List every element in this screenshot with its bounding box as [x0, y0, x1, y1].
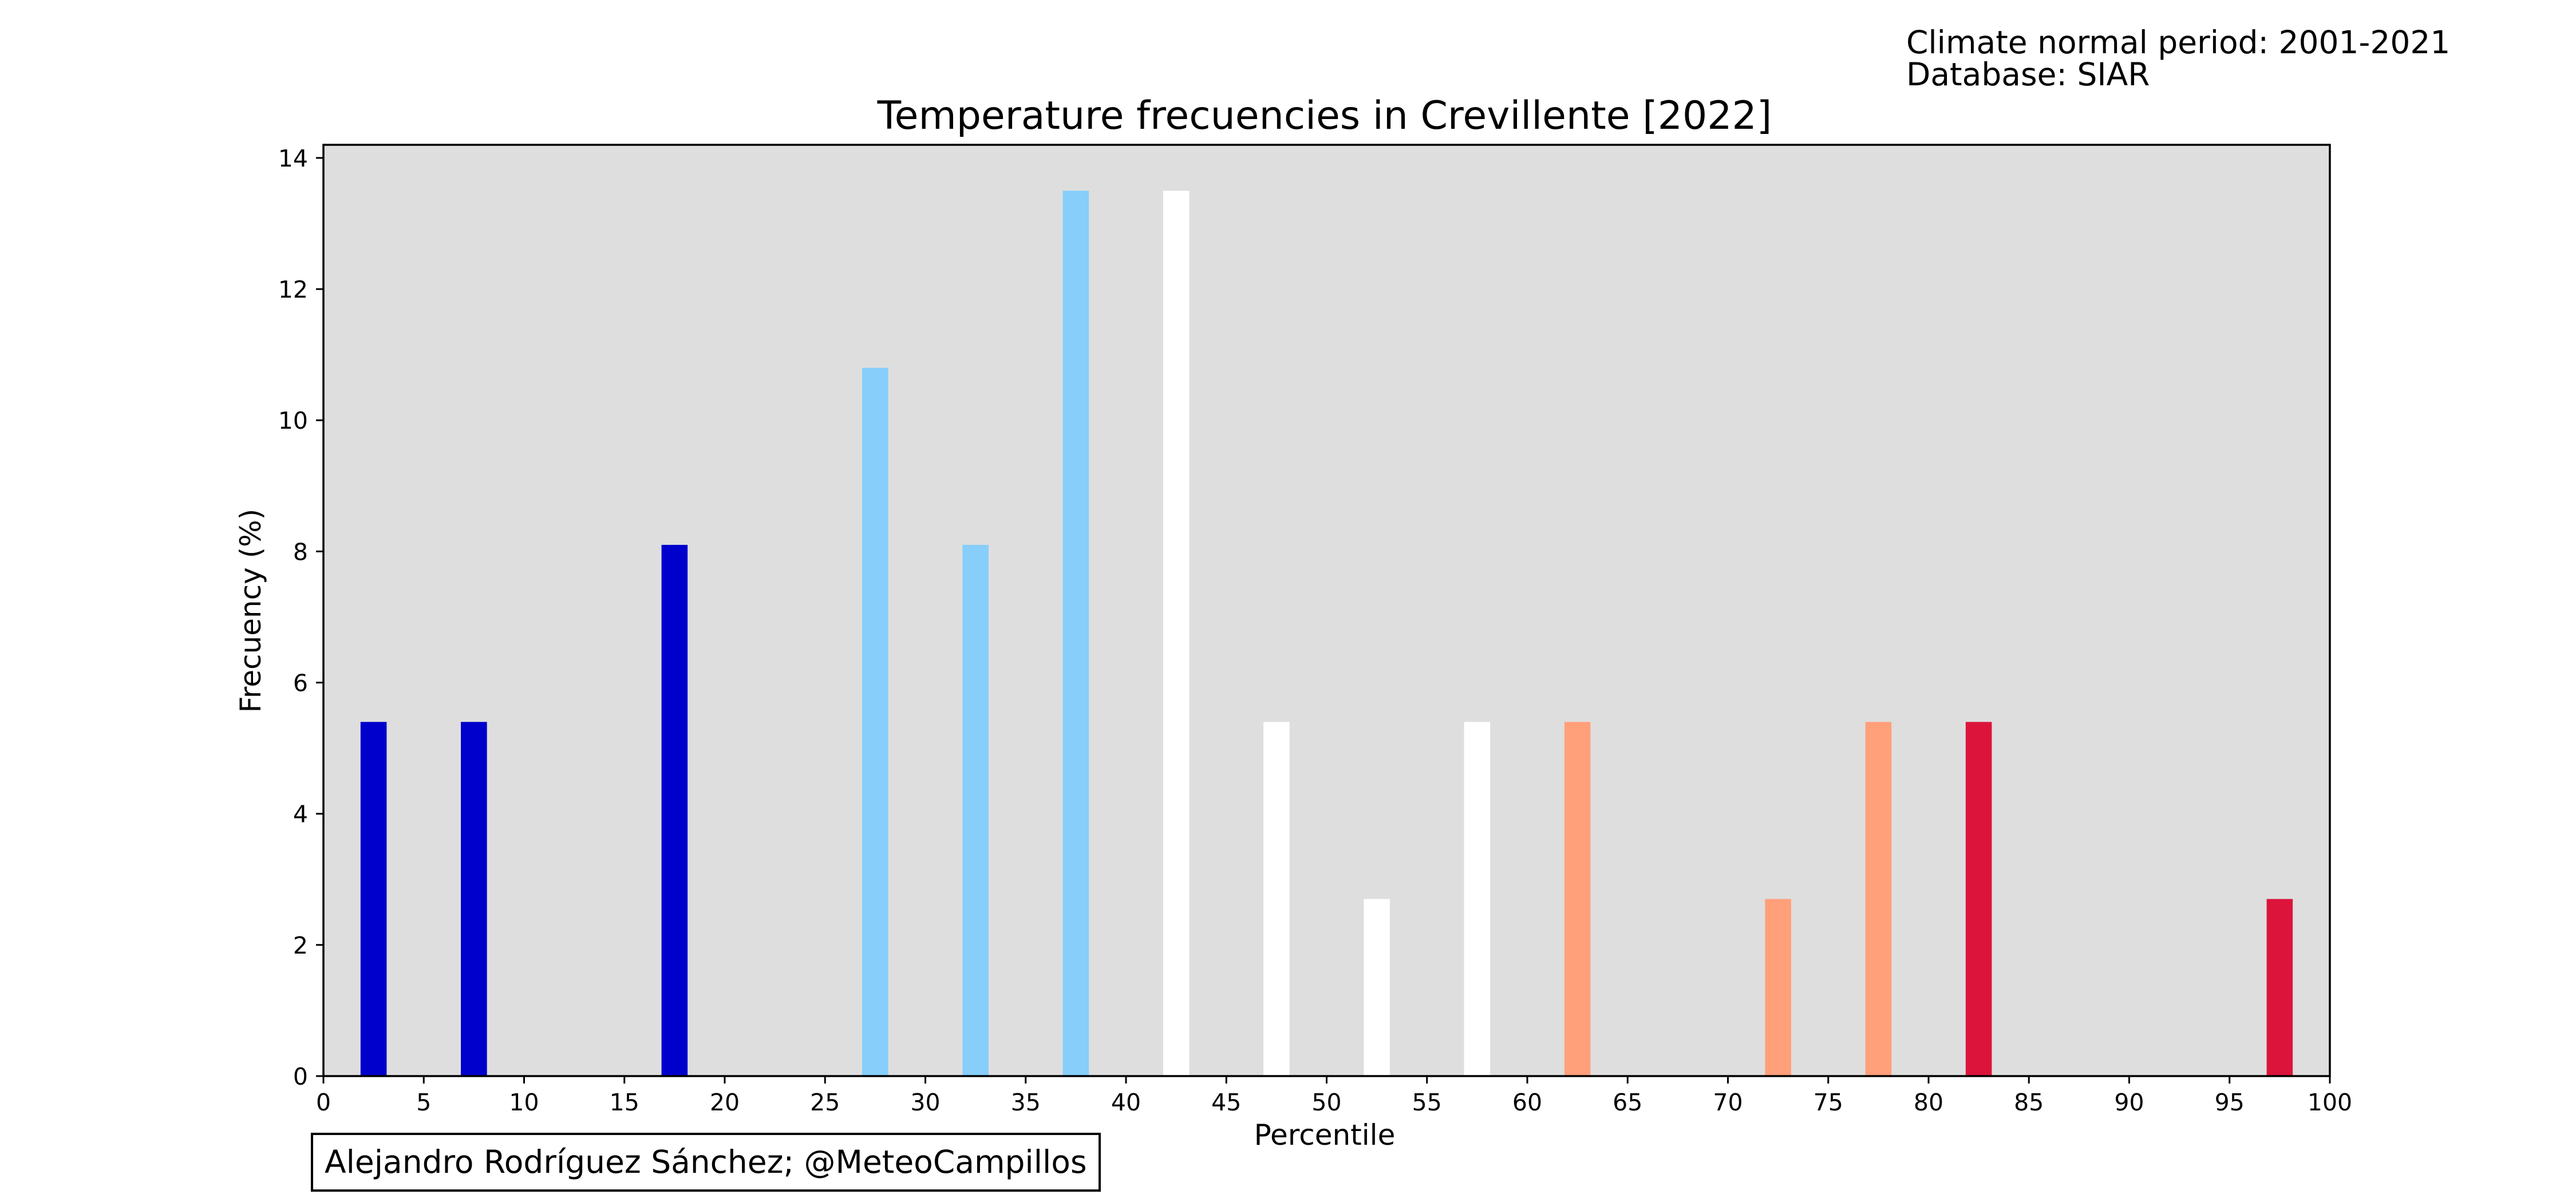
chart-title: Temperature frecuencies in Crevillente [… — [877, 93, 1772, 139]
bar — [1364, 899, 1390, 1076]
bar — [1564, 722, 1591, 1076]
x-tick-label: 30 — [910, 1089, 940, 1116]
y-tick-label: 8 — [293, 538, 308, 566]
x-tick-label: 55 — [1412, 1089, 1442, 1116]
climate-normal-note: Climate normal period: 2001-2021 — [1906, 24, 2451, 61]
bars — [360, 191, 2293, 1076]
bar — [1865, 722, 1892, 1076]
bar — [661, 544, 688, 1076]
bar — [1163, 191, 1190, 1076]
x-tick-label: 80 — [1914, 1089, 1943, 1116]
x-tick-label: 90 — [2114, 1089, 2144, 1116]
x-tick-label: 40 — [1111, 1089, 1141, 1116]
x-axis: 0 5 10 15 20 25 30 35 40 45 50 55 60 65 70 75 80 85 90 95 10… — [316, 1076, 2352, 1116]
plot-area — [323, 145, 2330, 1076]
y-axis-label: Frecuency (%) — [234, 509, 267, 713]
y-tick-label: 14 — [278, 145, 308, 172]
bar — [1062, 191, 1089, 1076]
x-tick-label: 85 — [2014, 1089, 2044, 1116]
x-axis-label: Percentile — [1254, 1118, 1396, 1152]
bar — [862, 367, 888, 1076]
x-tick-label: 50 — [1311, 1089, 1341, 1116]
bar — [1965, 722, 1992, 1076]
y-axis: 0 2 4 6 8 10 12 14 — [278, 145, 323, 1090]
y-tick-label: 12 — [278, 276, 308, 303]
x-tick-label: 15 — [610, 1089, 639, 1116]
x-tick-label: 45 — [1211, 1089, 1241, 1116]
y-tick-label: 10 — [278, 407, 308, 434]
x-tick-label: 70 — [1713, 1089, 1743, 1116]
bar — [1765, 899, 1791, 1076]
x-tick-label: 75 — [1814, 1089, 1843, 1116]
y-tick-label: 0 — [293, 1063, 308, 1090]
x-tick-label: 65 — [1613, 1089, 1642, 1116]
x-tick-label: 25 — [810, 1089, 840, 1116]
x-tick-label: 20 — [710, 1089, 740, 1116]
x-tick-label: 100 — [2308, 1089, 2352, 1116]
bar — [1464, 722, 1491, 1076]
y-tick-label: 6 — [293, 670, 308, 697]
bar — [360, 722, 387, 1076]
bar — [1263, 722, 1290, 1076]
x-tick-label: 60 — [1512, 1089, 1542, 1116]
x-tick-label: 35 — [1011, 1089, 1041, 1116]
bar — [2266, 899, 2293, 1076]
y-tick-label: 2 — [293, 932, 308, 959]
database-note: Database: SIAR — [1906, 56, 2150, 93]
bar — [461, 722, 487, 1076]
x-tick-label: 10 — [509, 1089, 539, 1116]
bar — [962, 544, 989, 1076]
x-tick-label: 0 — [316, 1089, 331, 1116]
author-credit: Alejandro Rodríguez Sánchez; @MeteoCampi… — [311, 1133, 1101, 1192]
x-tick-label: 95 — [2215, 1089, 2245, 1116]
x-tick-label: 5 — [416, 1089, 431, 1116]
y-tick-label: 4 — [293, 801, 308, 828]
